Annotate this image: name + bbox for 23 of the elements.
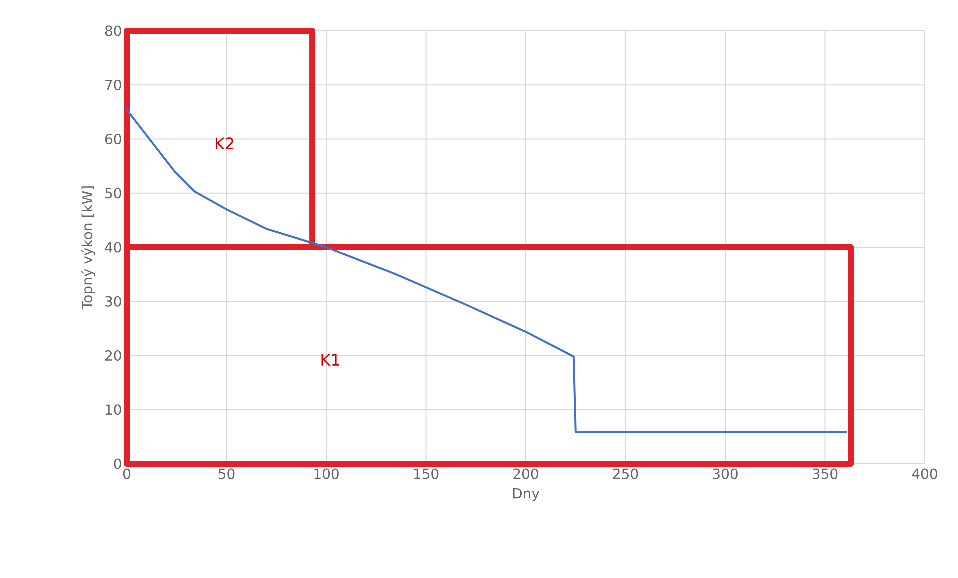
- y-tick-label: 80: [105, 26, 122, 36]
- annotation: K1: [322, 354, 340, 366]
- y-tick-label: 50: [106, 188, 122, 199]
- y-tick-label: 10: [106, 404, 122, 416]
- x-tick-label: 150: [414, 468, 439, 480]
- y-tick-label: 60: [105, 134, 122, 145]
- y-tick-label: 30: [106, 296, 122, 307]
- annotation: K2: [216, 138, 234, 150]
- x-tick-label: 0: [123, 468, 131, 480]
- y-axis-title: Topný výkon [kW]: [81, 186, 96, 310]
- x-tick-label: 250: [613, 468, 638, 480]
- y-tick-label: 20: [106, 350, 122, 362]
- x-axis-title: Dny: [513, 488, 540, 502]
- x-tick-label: 300: [713, 468, 738, 480]
- line-series: [126, 109, 848, 434]
- x-tick-label: 200: [514, 468, 538, 480]
- x-tick-label: 350: [812, 468, 838, 480]
- x-tick-label: 50: [218, 468, 235, 480]
- y-tick-label: 40: [105, 242, 122, 253]
- x-tick-label: 100: [314, 468, 339, 480]
- y-tick-label: 70: [106, 80, 122, 90]
- y-tick-label: 0: [114, 458, 122, 470]
- x-tick-label: 400: [912, 468, 938, 480]
